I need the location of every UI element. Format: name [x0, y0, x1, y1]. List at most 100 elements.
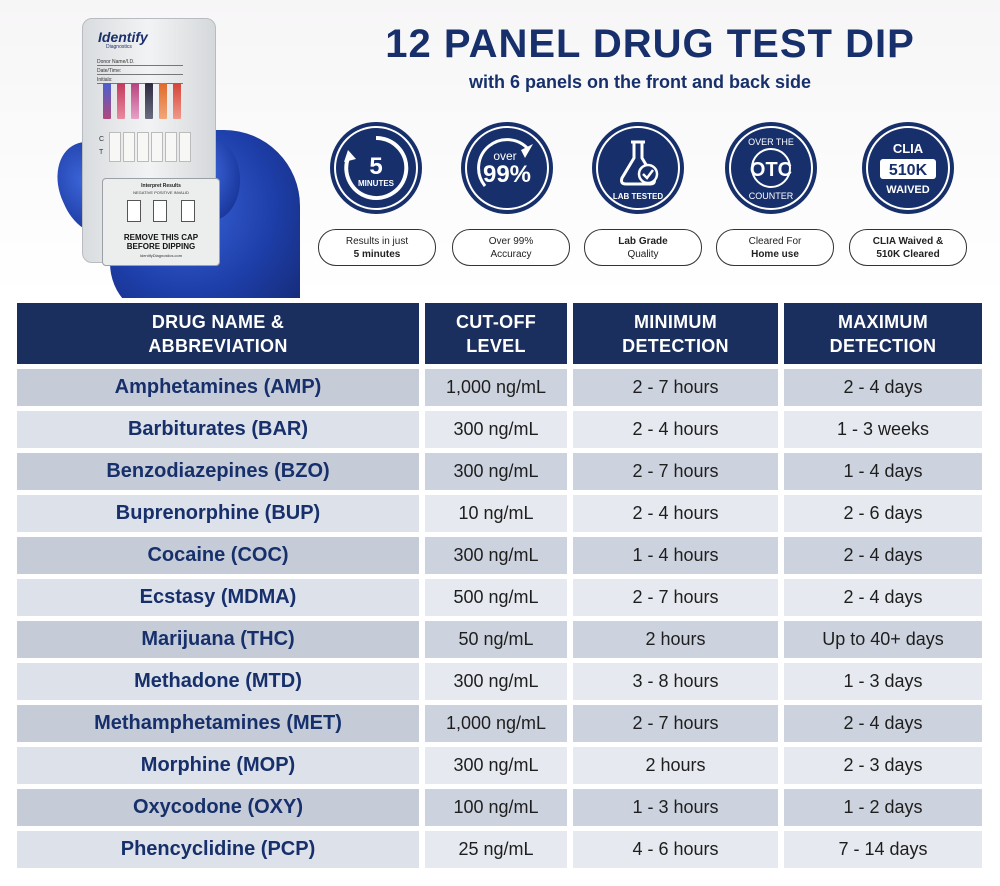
badge-otc-text: OTC [750, 159, 792, 181]
min-detection-cell: 2 hours [573, 747, 778, 784]
badge-lab-text: LAB TESTED [613, 192, 663, 201]
table-row: Marijuana (THC) 50 ng/mL 2 hours Up to 40+ … [9, 621, 991, 658]
min-detection-cell: 2 - 4 hours [573, 495, 778, 532]
cutoff-cell: 50 ng/mL [425, 621, 567, 658]
badge-clia-top: CLIA [893, 141, 924, 156]
clia-icon: CLIA 510K WAIVED [880, 141, 936, 196]
min-detection-cell: 2 - 7 hours [573, 453, 778, 490]
card-field-donor: Donor Name/I.D. [97, 59, 183, 66]
pill-text: Results in just [345, 235, 409, 247]
table-row: Methamphetamines (MET) 1,000 ng/mL 2 - 7 h… [9, 705, 991, 742]
flask-icon: LAB TESTED [613, 140, 663, 201]
min-detection-cell: 3 - 8 hours [573, 663, 778, 700]
max-detection-cell: 1 - 4 days [784, 453, 982, 490]
cutoff-cell: 25 ng/mL [425, 831, 567, 868]
cap-url: IdentifyDiagnostics.com [139, 253, 183, 258]
test-strips [103, 83, 193, 119]
five-minutes-badge: 5 MINUTES [330, 122, 422, 214]
cutoff-cell: 500 ng/mL [425, 579, 567, 616]
pill-text: Quality [627, 248, 659, 260]
pill-text-bold: 5 minutes [353, 248, 401, 260]
table-row: Oxycodone (OXY) 100 ng/mL 1 - 3 hours 1 - 2… [9, 789, 991, 826]
table-row: Amphetamines (AMP) 1,000 ng/mL 2 - 7 hours… [9, 369, 991, 406]
positive-example [153, 200, 167, 222]
max-detection-cell: 2 - 4 days [784, 705, 982, 742]
card-brand-logo: Identify [98, 29, 148, 45]
accuracy-pill: Over 99% Accuracy [452, 229, 570, 266]
five-minutes-pill: Results in just 5 minutes [318, 229, 436, 266]
accuracy-arrow-icon: over 99% [477, 138, 533, 188]
pill-text-bold: Lab Grade [618, 235, 668, 247]
card-field-initials: Initials: [97, 77, 183, 84]
cutoff-cell: 300 ng/mL [425, 411, 567, 448]
badge-otc-top: OVER THE [748, 137, 794, 147]
badge-5-minutes: MINUTES [358, 179, 395, 188]
cutoff-cell: 300 ng/mL [425, 663, 567, 700]
page-subtitle: with 6 panels on the front and back side [468, 72, 812, 92]
drug-name-cell: Benzodiazepines (BZO) [17, 453, 419, 490]
badge-otc-bottom: COUNTER [749, 191, 794, 201]
otc-icon: OVER THE OTC COUNTER [748, 137, 794, 201]
table-row: Phencyclidine (PCP) 25 ng/mL 4 - 6 hours 7 … [9, 831, 991, 868]
clock-icon: 5 MINUTES [344, 135, 409, 200]
header-max-detection: MAXIMUM DETECTION [784, 303, 982, 364]
max-detection-cell: 2 - 3 days [784, 747, 982, 784]
max-detection-cell: 1 - 3 days [784, 663, 982, 700]
min-detection-cell: 2 - 7 hours [573, 579, 778, 616]
clia-badge: CLIA 510K WAIVED [862, 122, 954, 214]
drug-name-cell: Marijuana (THC) [17, 621, 419, 658]
min-detection-cell: 2 hours [573, 621, 778, 658]
pill-text-bold: 510K Cleared [876, 248, 940, 260]
page-title: 12 PANEL DRUG TEST DIP [385, 22, 915, 66]
lab-grade-pill: Lab Grade Quality [584, 229, 702, 266]
cutoff-cell: 100 ng/mL [425, 789, 567, 826]
drug-name-cell: Morphine (MOP) [17, 747, 419, 784]
product-illustration: Identify Diagnostics Donor Name/I.D. Dat… [0, 0, 300, 320]
drug-name-cell: Buprenorphine (BUP) [17, 495, 419, 532]
table-row: Benzodiazepines (BZO) 300 ng/mL 2 - 7 hour… [9, 453, 991, 490]
lab-tested-badge: LAB TESTED [592, 122, 684, 214]
badge-510k-text: 510K [889, 162, 928, 179]
badge-waived-text: WAIVED [886, 184, 929, 196]
test-cap: Interpret Results NEGATIVE POSITIVE INVA… [102, 178, 220, 266]
drug-name-cell: Amphetamines (AMP) [17, 369, 419, 406]
drug-name-cell: Methamphetamines (MET) [17, 705, 419, 742]
clia-pill: CLIA Waived & 510K Cleared [849, 229, 967, 266]
max-detection-cell: 1 - 2 days [784, 789, 982, 826]
max-detection-cell: 2 - 4 days [784, 537, 982, 574]
cutoff-cell: 300 ng/mL [425, 537, 567, 574]
invalid-example [181, 200, 195, 222]
pill-text-bold: Home use [751, 248, 799, 260]
otc-badge: OVER THE OTC COUNTER [725, 122, 817, 214]
cap-warning: REMOVE THIS CAP BEFORE DIPPING [123, 233, 199, 251]
min-detection-cell: 4 - 6 hours [573, 831, 778, 868]
header-min-detection: MINIMUM DETECTION [573, 303, 778, 364]
max-detection-cell: 2 - 6 days [784, 495, 982, 532]
pill-text: Accuracy [490, 248, 532, 260]
min-detection-cell: 1 - 3 hours [573, 789, 778, 826]
drug-name-cell: Cocaine (COC) [17, 537, 419, 574]
max-detection-cell: 2 - 4 days [784, 579, 982, 616]
drug-name-cell: Methadone (MTD) [17, 663, 419, 700]
table-row: Cocaine (COC) 300 ng/mL 1 - 4 hours 2 - 4 d… [9, 537, 991, 574]
badge-over-text: over [493, 149, 516, 163]
card-brand-sub: Diagnostics [106, 44, 132, 50]
max-detection-cell: 7 - 14 days [784, 831, 982, 868]
cutoff-cell: 1,000 ng/mL [425, 369, 567, 406]
min-detection-cell: 1 - 4 hours [573, 537, 778, 574]
header-cutoff: CUT-OFF LEVEL [425, 303, 567, 364]
table-row: Ecstasy (MDMA) 500 ng/mL 2 - 7 hours 2 - 4 … [9, 579, 991, 616]
table-row: Morphine (MOP) 300 ng/mL 2 hours 2 - 3 days [9, 747, 991, 784]
drug-name-cell: Oxycodone (OXY) [17, 789, 419, 826]
header-drug-name: DRUG NAME & ABBREVIATION [17, 303, 419, 364]
max-detection-cell: 2 - 4 days [784, 369, 982, 406]
drug-name-cell: Ecstasy (MDMA) [17, 579, 419, 616]
max-detection-cell: 1 - 3 weeks [784, 411, 982, 448]
card-field-date: Date/Time: [97, 68, 183, 75]
table-row: Buprenorphine (BUP) 10 ng/mL 2 - 4 hours 2 … [9, 495, 991, 532]
cutoff-cell: 1,000 ng/mL [425, 705, 567, 742]
drug-detection-table: DRUG NAME & ABBREVIATION CUT-OFF LEVEL MIN… [9, 298, 991, 878]
negative-example [127, 200, 141, 222]
max-detection-cell: Up to 40+ days [784, 621, 982, 658]
